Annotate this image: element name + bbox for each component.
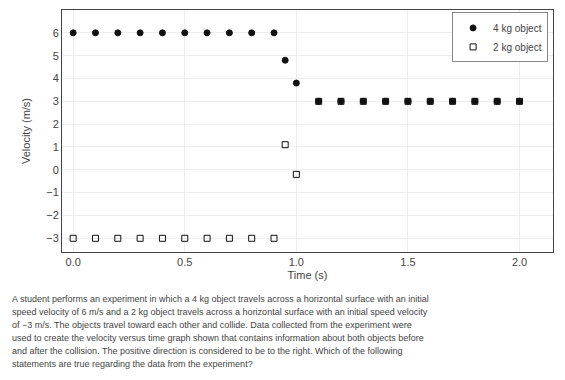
svg-text:Velocity (m/s): Velocity (m/s) (20, 98, 32, 164)
svg-text:A student performs an experime: A student performs an experiment in whic… (12, 294, 429, 304)
svg-text:0: 0 (53, 164, 59, 176)
svg-text:4: 4 (53, 72, 59, 84)
svg-text:1.0: 1.0 (289, 256, 304, 268)
svg-text:statements are true regarding: statements are true regarding the data f… (12, 359, 253, 369)
svg-text:1.5: 1.5 (400, 256, 415, 268)
svg-text:speed velocity of 6 m/s and a: speed velocity of 6 m/s and a 2 kg objec… (12, 307, 428, 317)
svg-text:used to create the velocity ve: used to create the velocity versus time … (12, 333, 424, 343)
svg-text:3: 3 (53, 95, 59, 107)
svg-text:0.5: 0.5 (177, 256, 192, 268)
svg-text:4 kg object: 4 kg object (493, 23, 542, 34)
svg-text:5: 5 (53, 50, 59, 62)
svg-text:2 kg object: 2 kg object (493, 42, 542, 53)
svg-text:1: 1 (53, 141, 59, 153)
svg-text:6: 6 (53, 27, 59, 39)
svg-text:0.0: 0.0 (66, 256, 81, 268)
svg-text:and after the collision. The p: and after the collision. The positive di… (12, 346, 403, 356)
svg-text:Time (s): Time (s) (288, 269, 328, 281)
svg-text:2.0: 2.0 (512, 256, 527, 268)
svg-text:−3: −3 (46, 232, 59, 244)
svg-text:−1: −1 (46, 186, 59, 198)
svg-text:of −3 m/s. The objects travel: of −3 m/s. The objects travel toward eac… (12, 320, 412, 330)
svg-text:2: 2 (53, 118, 59, 130)
svg-text:−2: −2 (46, 209, 59, 221)
